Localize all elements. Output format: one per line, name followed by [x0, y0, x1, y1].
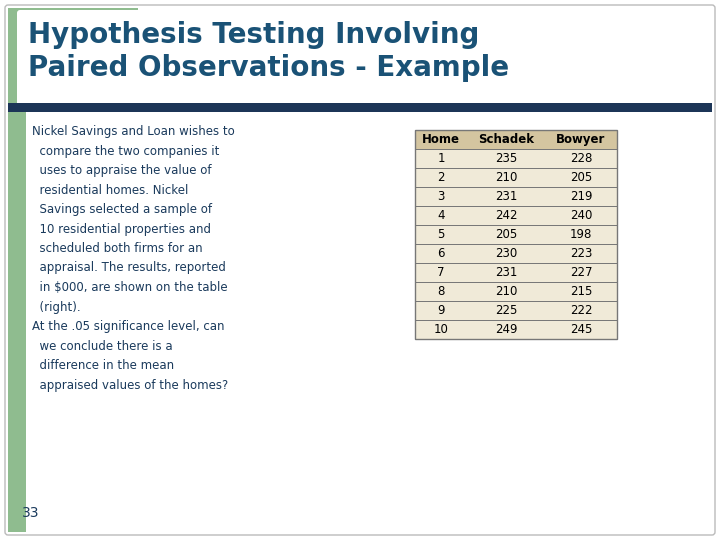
Text: Bowyer: Bowyer — [557, 133, 606, 146]
Bar — [415, 282, 617, 301]
Text: 198: 198 — [570, 228, 592, 241]
Bar — [415, 130, 617, 339]
Text: difference in the mean: difference in the mean — [32, 359, 174, 372]
Text: 10 residential properties and: 10 residential properties and — [32, 222, 211, 235]
Text: 249: 249 — [495, 323, 517, 336]
Text: 219: 219 — [570, 190, 593, 203]
Text: 228: 228 — [570, 152, 592, 165]
Text: 9: 9 — [437, 304, 445, 317]
Text: we conclude there is a: we conclude there is a — [32, 340, 173, 353]
Text: 7: 7 — [437, 266, 445, 279]
Bar — [415, 187, 617, 206]
Text: 215: 215 — [570, 285, 592, 298]
Text: 235: 235 — [495, 152, 517, 165]
Text: 1: 1 — [437, 152, 445, 165]
Bar — [415, 301, 617, 320]
Text: 10: 10 — [433, 323, 449, 336]
Bar — [415, 225, 617, 244]
Text: 210: 210 — [495, 171, 517, 184]
Bar — [415, 320, 617, 339]
Text: 33: 33 — [22, 506, 40, 520]
Bar — [415, 130, 617, 149]
Text: in $000, are shown on the table: in $000, are shown on the table — [32, 281, 228, 294]
Text: 223: 223 — [570, 247, 592, 260]
Text: 5: 5 — [437, 228, 445, 241]
Text: appraisal. The results, reported: appraisal. The results, reported — [32, 261, 226, 274]
Text: uses to appraise the value of: uses to appraise the value of — [32, 164, 212, 177]
Bar — [415, 244, 617, 263]
Text: 225: 225 — [495, 304, 517, 317]
Text: At the .05 significance level, can: At the .05 significance level, can — [32, 320, 225, 333]
Text: 230: 230 — [495, 247, 517, 260]
Text: 8: 8 — [437, 285, 445, 298]
Text: Savings selected a sample of: Savings selected a sample of — [32, 203, 212, 216]
FancyBboxPatch shape — [5, 5, 715, 535]
Text: Schadek: Schadek — [478, 133, 534, 146]
Text: 2: 2 — [437, 171, 445, 184]
Text: 4: 4 — [437, 209, 445, 222]
Text: 210: 210 — [495, 285, 517, 298]
Bar — [415, 168, 617, 187]
Bar — [415, 149, 617, 168]
Text: Home: Home — [422, 133, 460, 146]
Bar — [415, 263, 617, 282]
Text: Hypothesis Testing Involving: Hypothesis Testing Involving — [28, 21, 480, 49]
Text: residential homes. Nickel: residential homes. Nickel — [32, 184, 189, 197]
Text: 231: 231 — [495, 266, 517, 279]
Text: 227: 227 — [570, 266, 593, 279]
FancyBboxPatch shape — [17, 10, 711, 108]
Text: scheduled both firms for an: scheduled both firms for an — [32, 242, 202, 255]
Bar — [8, 103, 712, 112]
Text: 222: 222 — [570, 304, 593, 317]
Text: (right).: (right). — [32, 300, 81, 314]
Text: 245: 245 — [570, 323, 592, 336]
Bar — [8, 8, 138, 110]
Text: compare the two companies it: compare the two companies it — [32, 145, 220, 158]
Text: 205: 205 — [495, 228, 517, 241]
Text: 231: 231 — [495, 190, 517, 203]
Text: 242: 242 — [495, 209, 517, 222]
Text: 6: 6 — [437, 247, 445, 260]
Bar — [415, 206, 617, 225]
Text: 240: 240 — [570, 209, 592, 222]
Text: appraised values of the homes?: appraised values of the homes? — [32, 379, 228, 392]
Text: Nickel Savings and Loan wishes to: Nickel Savings and Loan wishes to — [32, 125, 235, 138]
Text: Paired Observations - Example: Paired Observations - Example — [28, 54, 509, 82]
Bar — [8, 112, 26, 532]
Text: 3: 3 — [437, 190, 445, 203]
Text: 205: 205 — [570, 171, 592, 184]
